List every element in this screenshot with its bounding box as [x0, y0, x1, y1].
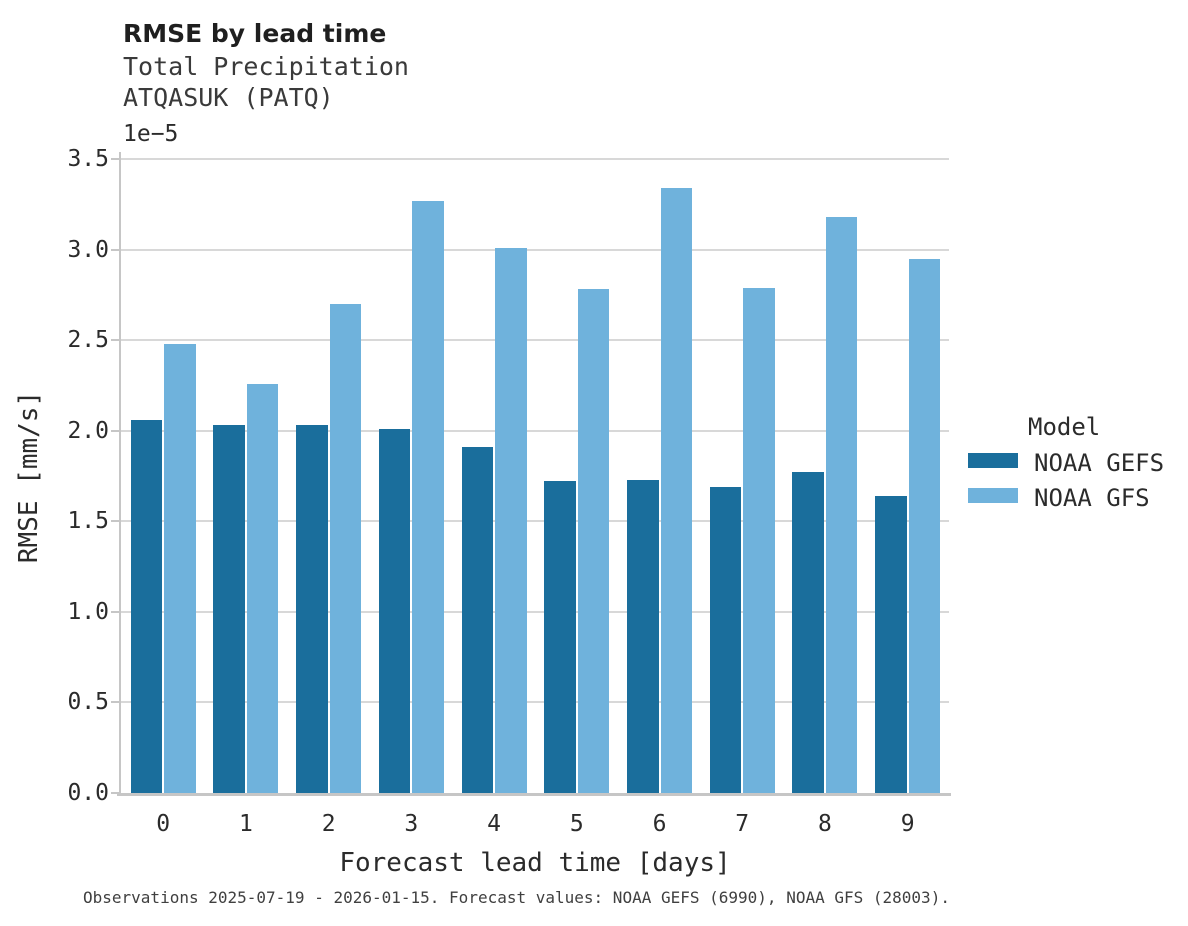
x-tick-label-0: 0 — [156, 811, 171, 837]
bar-noaa-gefs-lead-8 — [792, 472, 824, 793]
bar-noaa-gefs-lead-1 — [213, 425, 245, 793]
gridline-y-3.5 — [119, 158, 949, 160]
legend-label-noaa-gfs: NOAA GFS — [1034, 484, 1150, 512]
gridline-y-2.5 — [119, 339, 949, 342]
bar-noaa-gfs-lead-6 — [660, 187, 693, 793]
x-axis-title: Forecast lead time [days] — [339, 848, 731, 878]
y-tick-label-1.0: 1.0 — [67, 598, 109, 625]
legend-swatch-noaa-gefs — [968, 453, 1018, 468]
bar-noaa-gefs-lead-0 — [130, 419, 163, 793]
y-tick-label-1.5: 1.5 — [67, 508, 109, 535]
chart-subtitle-variable: Total Precipitation — [123, 52, 409, 81]
bar-noaa-gefs-lead-7 — [709, 486, 742, 793]
bar-noaa-gefs-lead-6 — [627, 479, 659, 793]
y-tick-mark-1.0 — [111, 610, 119, 613]
y-tick-label-3.0: 3.0 — [67, 236, 109, 263]
x-tick-label-8: 8 — [818, 811, 832, 837]
x-axis-spine — [117, 793, 951, 796]
legend-swatch-noaa-gfs — [968, 488, 1018, 503]
bar-noaa-gefs-lead-5 — [544, 481, 576, 793]
x-tick-label-7: 7 — [735, 811, 750, 837]
bar-noaa-gfs-lead-9 — [908, 258, 941, 793]
bar-noaa-gefs-lead-4 — [461, 447, 494, 793]
gridline-y-1.5 — [119, 520, 949, 523]
y-tick-mark-2.0 — [111, 429, 119, 432]
gridline-y-0.5 — [119, 701, 949, 704]
chart-subtitle-station: ATQASUK (PATQ) — [123, 83, 334, 112]
x-tick-label-6: 6 — [652, 811, 667, 837]
legend-label-noaa-gefs: NOAA GEFS — [1034, 449, 1165, 477]
y-tick-label-2.5: 2.5 — [67, 327, 109, 354]
bar-noaa-gfs-lead-3 — [412, 200, 444, 793]
x-tick-label-1: 1 — [238, 811, 253, 837]
gridline-y-2.0 — [119, 429, 949, 432]
bar-noaa-gefs-lead-2 — [296, 425, 328, 793]
bar-noaa-gfs-lead-4 — [495, 247, 527, 793]
y-tick-mark-3.5 — [111, 158, 119, 160]
bar-noaa-gfs-lead-0 — [164, 343, 196, 793]
bar-noaa-gfs-lead-8 — [825, 216, 858, 793]
x-tick-label-4: 4 — [487, 811, 501, 837]
gridline-y-1.0 — [119, 610, 949, 613]
y-tick-mark-1.5 — [111, 520, 119, 523]
bar-noaa-gfs-lead-7 — [743, 287, 775, 793]
y-tick-mark-0.5 — [111, 701, 119, 704]
bar-noaa-gefs-lead-9 — [875, 495, 907, 793]
bar-noaa-gefs-lead-3 — [378, 428, 411, 793]
y-tick-mark-0.0 — [111, 792, 119, 794]
y-tick-label-0.5: 0.5 — [67, 689, 109, 716]
y-axis-spine — [119, 152, 121, 793]
y-tick-mark-2.5 — [111, 339, 119, 342]
chart-title: RMSE by lead time — [123, 19, 387, 48]
y-tick-label-2.0: 2.0 — [67, 417, 109, 444]
y-tick-label-3.5: 3.5 — [67, 146, 109, 172]
footer-observation-note: Observations 2025-07-19 - 2026-01-15. Fo… — [83, 888, 950, 907]
y-axis-title: RMSE [mm/s] — [14, 390, 44, 564]
x-tick-label-2: 2 — [321, 811, 336, 837]
bar-noaa-gfs-lead-1 — [246, 383, 279, 793]
y-axis-offset-text: 1e−5 — [123, 121, 179, 147]
bar-noaa-gfs-lead-5 — [577, 289, 610, 793]
legend-title: Model — [1028, 413, 1101, 441]
y-tick-label-0.0: 0.0 — [67, 780, 109, 806]
x-tick-label-5: 5 — [569, 811, 584, 837]
y-tick-mark-3.0 — [111, 248, 119, 251]
gridline-y-3.0 — [119, 248, 949, 251]
bar-noaa-gfs-lead-2 — [329, 303, 362, 793]
x-tick-label-3: 3 — [404, 811, 419, 837]
x-tick-label-9: 9 — [900, 811, 915, 837]
